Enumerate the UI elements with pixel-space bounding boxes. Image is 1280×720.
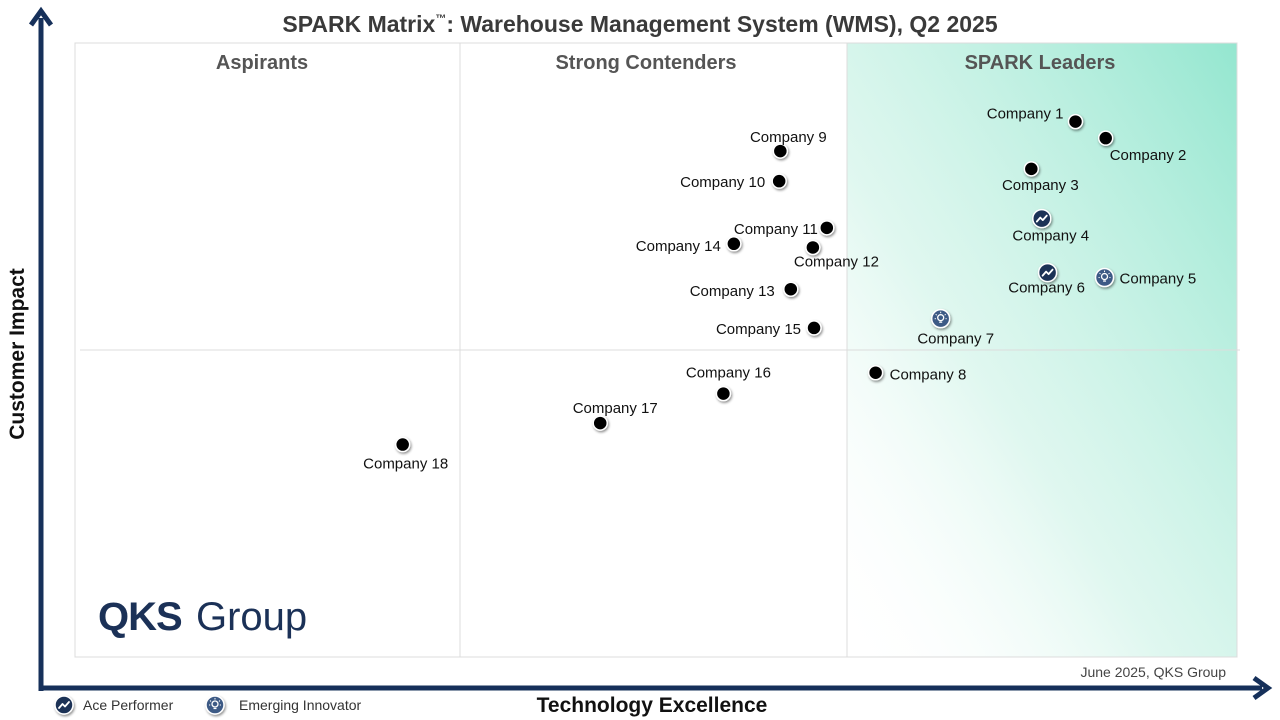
point-label: Company 1 (987, 106, 1064, 123)
trend-up-icon (1035, 214, 1048, 223)
point-marker (1023, 161, 1040, 177)
axes (28, 6, 1273, 701)
point-marker (930, 308, 951, 329)
lightbulb-ray (1108, 272, 1110, 275)
data-point: Company 6 (1008, 262, 1085, 297)
point-marker (592, 415, 608, 431)
data-point: Company 17 (573, 400, 658, 431)
point-marker (771, 173, 787, 189)
point-label: Company 11 (734, 221, 818, 238)
point-marker (1032, 208, 1052, 229)
legend-emerging-innovator-label: Emerging Innovator (239, 697, 362, 713)
point-marker (394, 436, 411, 453)
point-marker (819, 220, 835, 236)
quadrant-spark-leaders: SPARK Leaders (965, 52, 1116, 74)
lightbulb-ray (935, 313, 938, 316)
x-axis-label: Technology Excellence (537, 694, 768, 717)
point-label: Company 8 (890, 367, 967, 384)
data-point: Company 14 (636, 236, 742, 255)
data-point: Company 4 (1012, 208, 1089, 245)
chart-title: SPARK Matrix™: Warehouse Management Syst… (282, 11, 997, 37)
point-marker (715, 385, 732, 402)
data-point: Company 10 (680, 173, 787, 191)
point-marker (1067, 113, 1084, 130)
lightbulb-icon (1100, 272, 1109, 281)
data-point: Company 13 (690, 281, 799, 300)
point-label: Company 3 (1002, 177, 1079, 194)
data-point: Company 3 (1002, 161, 1079, 194)
data-point: Company 8 (867, 364, 967, 384)
legend-ace-performer-label: Ace Performer (83, 697, 174, 713)
data-point: Company 7 (917, 308, 994, 348)
data-point: Company 18 (363, 436, 448, 473)
point-marker (783, 281, 799, 297)
data-point: Company 16 (686, 365, 771, 402)
lightbulb-icon (211, 700, 219, 708)
x-axis-arrow-icon (1252, 675, 1273, 701)
trademark-mark: ™ (435, 13, 446, 25)
point-label: Company 2 (1110, 147, 1187, 164)
point-label: Company 5 (1120, 271, 1197, 288)
legend: Ace Performer Emerging Innovator (54, 695, 362, 715)
point-label: Company 17 (573, 400, 658, 417)
legend-ace-icon (54, 695, 74, 715)
point-label: Company 13 (690, 283, 775, 300)
point-marker (805, 239, 821, 256)
y-axis-label: Customer Impact (6, 268, 29, 440)
quadrant-aspirants: Aspirants (216, 52, 308, 74)
logo-qks-text: QKS (98, 595, 182, 639)
point-label: Company 14 (636, 238, 721, 255)
point-label: Company 4 (1012, 228, 1089, 245)
point-marker (867, 364, 884, 381)
qks-group-logo: QKS Group (98, 595, 307, 639)
data-point: Company 1 (987, 106, 1084, 130)
data-point: Company 15 (716, 320, 822, 338)
data-points: Company 1 Company 2 Company 3 Company 4 Comp… (363, 106, 1196, 473)
data-point: Company 11 (734, 220, 835, 238)
lightbulb-ray (944, 313, 947, 316)
lightbulb-ray (209, 700, 212, 702)
legend-emerging-marker (205, 695, 225, 715)
date-note: June 2025, QKS Group (1080, 664, 1226, 680)
point-label: Company 10 (680, 174, 765, 191)
data-point: Company 5 (1094, 267, 1197, 288)
point-label: Company 6 (1008, 280, 1085, 297)
data-point: Company 12 (794, 239, 879, 270)
y-axis-arrow-icon (28, 6, 54, 27)
trend-up-icon (1041, 268, 1054, 277)
point-marker (726, 236, 742, 252)
point-label: Company 18 (363, 456, 448, 473)
point-marker (1037, 262, 1058, 283)
quadrant-strong-contenders: Strong Contenders (555, 52, 736, 74)
point-label: Company 12 (794, 253, 879, 270)
lightbulb-ray (1099, 272, 1101, 275)
chart-title-main: SPARK Matrix (282, 11, 435, 37)
point-label: Company 16 (686, 365, 771, 382)
point-label: Company 7 (917, 331, 994, 348)
data-point: Company 9 (750, 129, 827, 159)
lightbulb-icon (937, 314, 945, 322)
lightbulb-ray (218, 700, 221, 702)
legend-ace-marker (54, 695, 74, 715)
point-marker (1094, 267, 1115, 288)
point-marker (772, 143, 789, 159)
logo-group-text: Group (196, 595, 307, 639)
trend-up-icon (58, 701, 70, 709)
legend-emerging-icon (205, 695, 225, 715)
point-marker (1097, 130, 1114, 146)
point-label: Company 9 (750, 129, 827, 146)
point-marker (806, 320, 822, 336)
point-label: Company 15 (716, 321, 801, 338)
data-point: Company 2 (1097, 130, 1187, 164)
chart-title-rest: : Warehouse Management System (WMS), Q2 … (446, 11, 998, 37)
